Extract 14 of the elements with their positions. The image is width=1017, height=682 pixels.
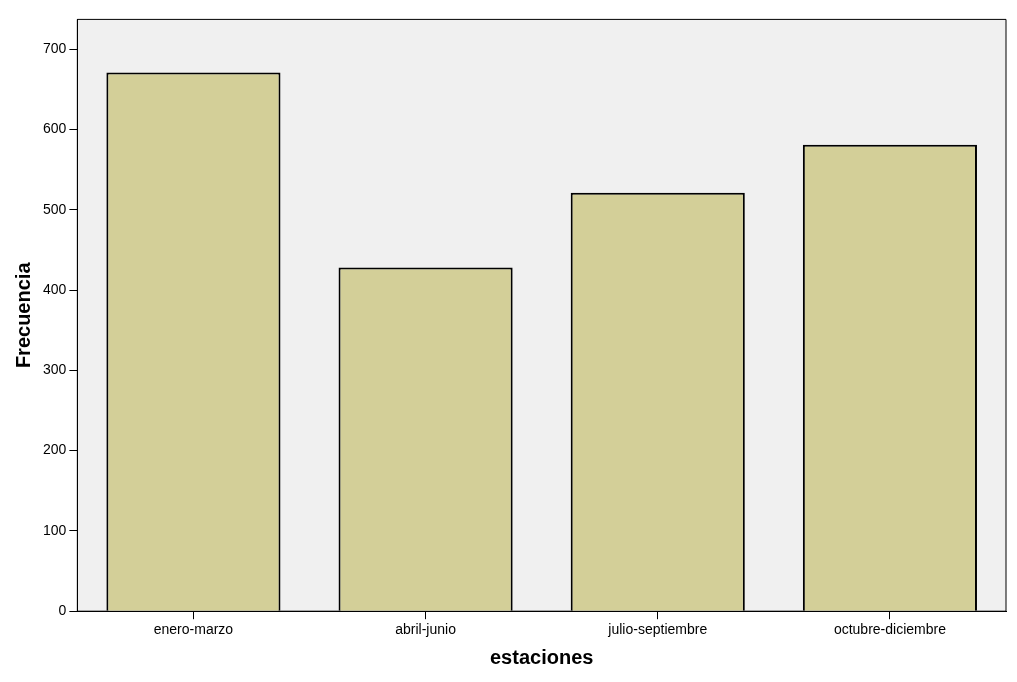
y-tick-label: 100 — [43, 521, 67, 538]
x-tick-label: abril-junio — [395, 621, 457, 638]
y-axis-title: Frecuencia — [11, 261, 34, 369]
y-tick-label: 200 — [43, 441, 67, 458]
y-tick-label: 500 — [43, 200, 67, 217]
x-tick-label: enero-marzo — [153, 621, 234, 638]
y-tick-label: 0 — [58, 602, 67, 619]
x-tick-label: julio-septiembre — [607, 621, 708, 638]
y-tick-label: 700 — [43, 39, 67, 56]
y-tick-label: 300 — [43, 361, 67, 378]
y-tick-label: 400 — [43, 280, 67, 297]
y-tick-label: 600 — [43, 120, 67, 137]
x-tick-label: octubre-diciembre — [833, 621, 947, 638]
x-axis-title: estaciones — [489, 645, 594, 668]
